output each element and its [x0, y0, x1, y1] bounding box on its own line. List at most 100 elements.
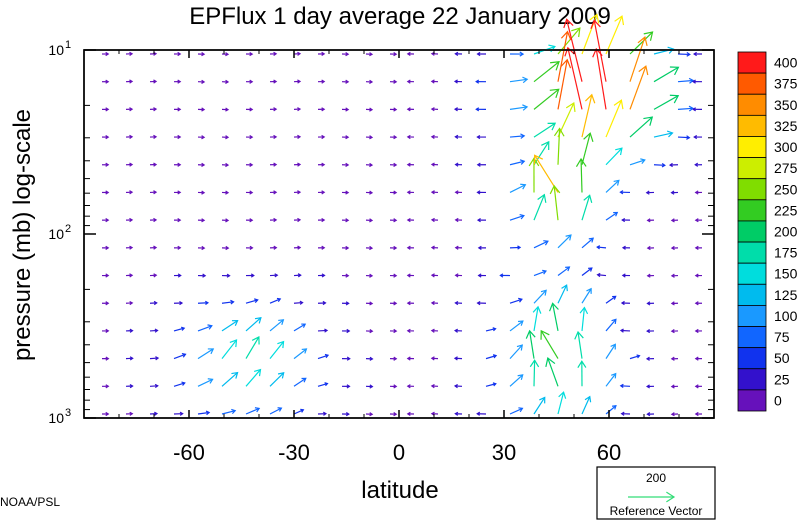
vector-arrow	[406, 79, 415, 84]
colorbar-swatch	[737, 157, 767, 180]
colorbar-swatch	[737, 368, 767, 391]
colorbar-swatch	[737, 262, 767, 285]
colorbar-swatch	[737, 389, 767, 412]
vector-arrow	[102, 107, 110, 112]
vector-arrow	[173, 79, 182, 84]
vector-arrow	[389, 411, 398, 417]
vector-arrow	[365, 135, 374, 140]
vector-arrow	[645, 190, 655, 195]
vector-arrow	[629, 116, 654, 138]
vector-arrow	[197, 300, 210, 305]
vector-arrow	[406, 134, 415, 140]
vector-arrow	[125, 383, 134, 389]
vector-arrow	[149, 300, 158, 306]
vector-arrow	[293, 300, 304, 305]
vector-arrow	[269, 297, 282, 304]
vector-arrow	[317, 382, 329, 387]
vector-arrow	[365, 356, 374, 361]
vector-arrow	[365, 245, 374, 251]
vector-arrow	[197, 273, 207, 278]
vector-arrow	[453, 356, 463, 361]
vector-arrow	[149, 383, 159, 389]
vector-arrow	[389, 384, 398, 389]
vector-arrow	[577, 360, 587, 387]
colorbar-label: 125	[774, 287, 798, 303]
vector-arrow	[476, 217, 487, 223]
vector-arrow	[670, 301, 679, 306]
x-axis-title: latitude	[361, 477, 438, 504]
colorbar-label: 175	[774, 245, 798, 261]
vector-arrow	[670, 245, 679, 251]
vector-arrow	[317, 273, 326, 278]
vector-arrow	[197, 107, 206, 112]
vector-arrow	[430, 79, 439, 84]
vector-arrow	[670, 218, 679, 223]
vector-arrow	[221, 245, 230, 251]
vector-arrow	[454, 217, 463, 223]
vector-arrow	[509, 320, 524, 332]
vector-arrow	[197, 52, 206, 57]
vector-arrow	[406, 51, 415, 57]
vector-arrow	[341, 190, 350, 195]
credit-text: NOAA/PSL	[0, 495, 60, 509]
vector-arrow	[269, 407, 283, 415]
vector-arrow	[245, 298, 259, 304]
vector-arrow	[197, 162, 206, 168]
vector-arrow	[454, 300, 463, 306]
colorbar-swatch	[737, 178, 767, 201]
vector-arrow	[670, 356, 679, 361]
vector-arrow	[476, 190, 487, 195]
vector-arrow	[677, 51, 691, 57]
vector-arrow	[317, 217, 326, 223]
x-tick-label: -60	[173, 440, 205, 465]
vector-arrow	[221, 162, 230, 168]
x-axis-ticks: -60 -30 0 30 60	[118, 50, 680, 465]
vector-arrow	[149, 245, 158, 250]
reference-vector-arrow	[628, 491, 676, 503]
vector-arrow	[406, 190, 415, 195]
vector-arrow	[365, 412, 374, 417]
vector-arrow	[269, 107, 278, 112]
vector-arrow	[605, 211, 619, 221]
vector-arrow	[173, 218, 182, 223]
vector-arrow	[553, 127, 565, 165]
vector-arrow	[125, 134, 134, 140]
vector-arrow	[406, 301, 415, 306]
vector-arrow	[533, 269, 547, 277]
reference-label: Reference Vector	[610, 504, 703, 518]
vector-arrow	[581, 93, 596, 138]
vector-arrow	[293, 51, 302, 56]
vector-arrow	[670, 190, 679, 195]
vector-arrow	[485, 354, 498, 360]
vector-arrow	[694, 218, 703, 223]
vector-arrow	[149, 134, 158, 140]
vector-arrow	[454, 328, 463, 333]
vector-arrow	[694, 301, 703, 306]
vector-arrow	[645, 356, 655, 361]
colorbar-swatch	[737, 93, 767, 116]
vector-arrow	[596, 245, 607, 250]
vector-arrow	[590, 19, 607, 82]
vector-arrow	[341, 218, 350, 223]
vector-arrow	[619, 328, 631, 333]
vector-arrow	[365, 273, 374, 278]
plot-frame	[83, 49, 715, 419]
vector-arrow	[430, 134, 439, 139]
vector-arrow	[389, 190, 398, 195]
colorbar-swatch	[737, 114, 767, 137]
vector-arrow	[532, 305, 542, 332]
vector-arrow	[605, 405, 617, 415]
y-tick-label-base: 10	[48, 42, 64, 58]
vector-arrow	[564, 46, 583, 110]
vector-arrow	[581, 132, 594, 165]
vector-arrow	[125, 162, 134, 167]
vector-arrow	[509, 183, 527, 193]
vector-arrow	[101, 245, 110, 250]
vector-arrow	[317, 353, 330, 360]
colorbar-swatch	[737, 199, 767, 222]
vector-arrow	[125, 79, 134, 84]
vector-arrow	[694, 411, 703, 417]
vector-arrow	[406, 162, 415, 167]
vector-arrow	[197, 324, 213, 332]
vector-arrow	[533, 140, 550, 166]
